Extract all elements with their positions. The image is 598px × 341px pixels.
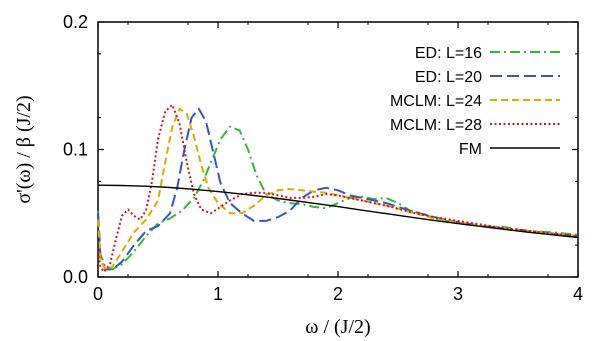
series-line-ed-l-20 [97,107,579,271]
x-axis-label: ω / (J/2) [305,316,370,338]
series-line-mclm-l-28 [97,103,579,273]
legend-label: ED: L=20 [415,69,482,86]
series-line-fm [97,184,579,239]
axis-ticks: 0 1 2 3 4 0.0 0.1 0.2 [63,12,583,304]
plot-frame [97,21,579,278]
x-tick-label: 1 [213,284,223,304]
x-tick-label: 0 [93,284,103,304]
series-layer [97,103,579,273]
series-line-mclm-l-24 [97,107,579,271]
y-tick-label: 0.1 [63,140,88,160]
x-tick-label: 3 [453,284,463,304]
legend-label: ED: L=16 [415,45,482,62]
legend-label: MCLM: L=24 [390,93,482,110]
y-tick-label: 0.2 [63,12,88,32]
legend-label: FM [459,141,482,158]
x-tick-label: 4 [573,284,583,304]
y-axis-label: σ'(ω) / β (J/2) [13,95,35,203]
legend: ED: L=16 ED: L=20 MCLM: L=24 MCLM: L=28 FM [390,45,560,158]
x-tick-label: 2 [333,284,343,304]
y-tick-label: 0.0 [63,267,88,287]
plot-border [97,21,579,278]
legend-label: MCLM: L=28 [390,117,482,134]
